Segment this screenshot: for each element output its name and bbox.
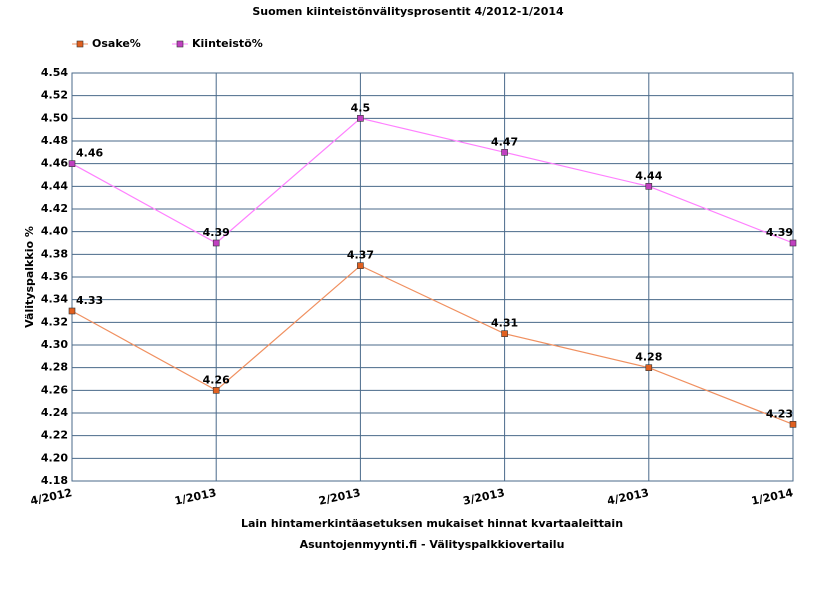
- source: Asuntojenmyynti.fi - Välityspalkkioverta…: [300, 538, 565, 551]
- marker: [501, 330, 508, 337]
- marker: [68, 307, 76, 315]
- marker: [645, 364, 653, 371]
- marker: [789, 239, 797, 247]
- chart-title: Suomen kiinteistönvälitysprosentit 4/201…: [252, 5, 564, 18]
- marker: [357, 262, 364, 269]
- y-tick-label: 4.20: [41, 451, 68, 464]
- series-line: [71, 264, 794, 425]
- x-tick-label: 4/2012: [29, 486, 73, 508]
- y-tick-label: 4.40: [41, 225, 68, 238]
- legend-label: Kiinteistö%: [192, 37, 263, 50]
- x-tick-label: 2/2013: [318, 486, 362, 508]
- series-line: [71, 117, 794, 244]
- x-tick-label: 3/2013: [462, 486, 506, 508]
- data-label: 4.44: [635, 169, 662, 182]
- y-tick-label: 4.22: [41, 429, 68, 442]
- marker: [212, 239, 220, 247]
- data-label: 4.46: [76, 147, 103, 160]
- x-tick-label: 4/2013: [606, 486, 650, 508]
- x-tick-label: 1/2014: [750, 486, 794, 508]
- y-tick-label: 4.34: [41, 293, 68, 306]
- x-tick-label: 1/2013: [173, 486, 217, 508]
- legend-marker: [76, 40, 84, 48]
- data-label: 4.33: [76, 294, 103, 307]
- data-label: 4.47: [491, 135, 518, 148]
- y-tick-label: 4.46: [41, 157, 68, 170]
- y-tick-label: 4.28: [41, 361, 68, 374]
- marker: [789, 421, 797, 428]
- y-tick-label: 4.38: [41, 247, 68, 260]
- y-tick-label: 4.32: [41, 315, 68, 328]
- data-label: 4.5: [351, 101, 371, 114]
- data-label: 4.39: [203, 226, 230, 239]
- y-tick-label: 4.36: [41, 270, 68, 283]
- data-label: 4.26: [203, 373, 230, 386]
- y-axis-label: Välityspalkkio %: [23, 226, 36, 328]
- y-tick-label: 4.48: [41, 134, 68, 147]
- y-tick-label: 4.42: [41, 202, 68, 215]
- marker: [501, 149, 508, 156]
- y-tick-label: 4.54: [41, 66, 68, 79]
- y-tick-label: 4.52: [41, 89, 68, 102]
- legend-marker: [176, 40, 184, 48]
- data-label: 4.23: [766, 407, 793, 420]
- y-tick-label: 4.50: [41, 111, 68, 124]
- legend-label: Osake%: [92, 37, 141, 50]
- data-label: 4.31: [491, 317, 518, 330]
- marker: [357, 115, 364, 122]
- y-tick-label: 4.24: [41, 406, 68, 419]
- y-tick-label: 4.26: [41, 383, 68, 396]
- data-label: 4.28: [635, 351, 662, 364]
- data-label: 4.39: [766, 226, 793, 239]
- y-tick-label: 4.44: [41, 179, 68, 192]
- y-tick-label: 4.18: [41, 474, 68, 487]
- data-label: 4.37: [347, 249, 374, 262]
- y-tick-label: 4.30: [41, 338, 68, 351]
- x-axis-label: Lain hintamerkintäasetuksen mukaiset hin…: [241, 517, 623, 530]
- marker: [212, 387, 220, 394]
- marker: [68, 160, 76, 167]
- marker: [645, 183, 653, 190]
